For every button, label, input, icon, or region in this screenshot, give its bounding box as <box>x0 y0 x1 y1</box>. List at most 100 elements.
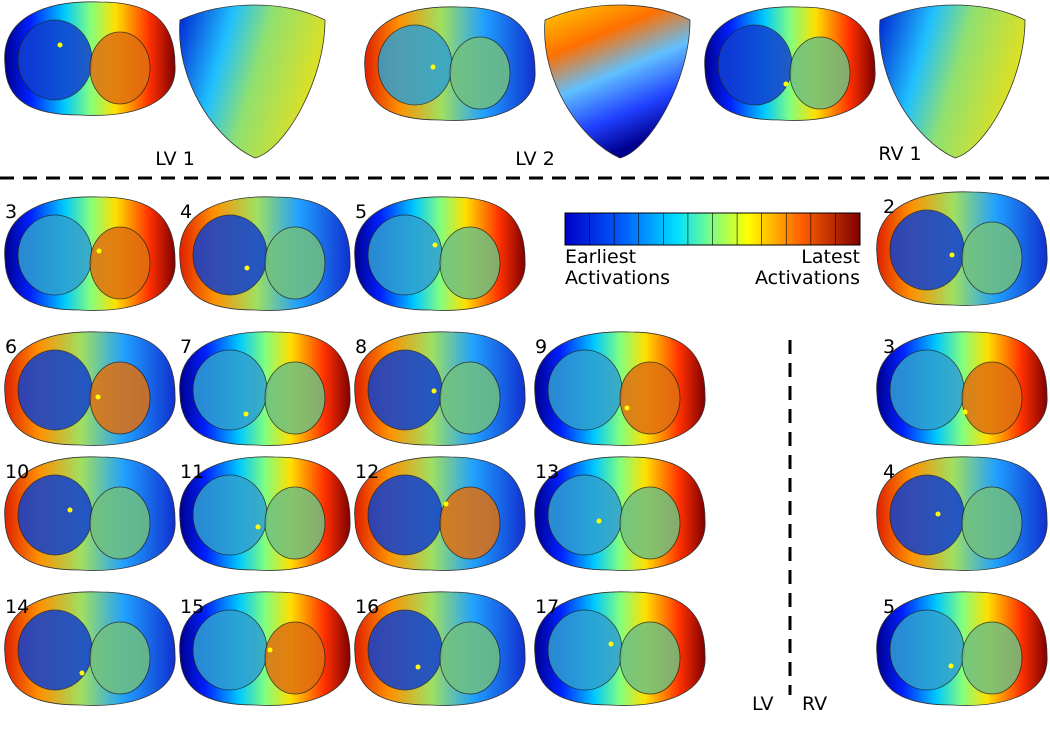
valve <box>17 609 93 691</box>
heart <box>876 191 1048 306</box>
valve <box>961 361 1023 435</box>
heart <box>534 331 706 446</box>
valve <box>439 621 501 695</box>
panel-number: 3 <box>883 336 895 358</box>
valve <box>264 226 326 300</box>
pacing-site <box>244 265 250 271</box>
panel-number: 8 <box>355 336 367 358</box>
heart <box>179 196 351 311</box>
heart <box>876 331 1048 446</box>
heart <box>354 456 526 571</box>
valve <box>89 486 151 560</box>
valve <box>89 31 151 105</box>
colorbar-label: Latest <box>801 246 860 268</box>
heart <box>534 456 706 571</box>
valve <box>367 214 443 296</box>
panel-number: 17 <box>535 596 559 618</box>
valve <box>439 361 501 435</box>
heart <box>4 196 176 311</box>
valve <box>789 36 851 110</box>
panel-number: 4 <box>883 461 895 483</box>
valve <box>377 24 453 106</box>
pacing-site <box>96 248 102 254</box>
valve <box>89 361 151 435</box>
pacing-site <box>948 663 954 669</box>
pacing-site <box>255 524 261 530</box>
heart-side-view <box>179 4 326 159</box>
heart <box>4 456 176 571</box>
valve <box>439 226 501 300</box>
valve <box>547 349 623 431</box>
pacing-site <box>443 501 449 507</box>
valve <box>367 609 443 691</box>
panel-number: 6 <box>5 336 17 358</box>
heart <box>364 6 536 121</box>
valve <box>264 621 326 695</box>
heart <box>534 591 706 706</box>
valve <box>619 361 681 435</box>
valve <box>89 226 151 300</box>
pacing-site <box>596 518 602 524</box>
panel-label: LV 2 <box>515 148 555 170</box>
divider-label: LV <box>752 693 774 715</box>
colorbar-label: Activations <box>755 267 860 289</box>
panel-number: 16 <box>355 596 379 618</box>
pacing-site <box>415 664 421 670</box>
heart-side-view <box>879 4 1026 159</box>
panel-number: 7 <box>180 336 192 358</box>
panel-number: 12 <box>355 461 379 483</box>
pacing-site <box>79 670 85 676</box>
panel-number: 5 <box>355 201 367 223</box>
heart <box>4 591 176 706</box>
valve <box>961 621 1023 695</box>
valve <box>619 486 681 560</box>
pacing-site <box>431 388 437 394</box>
panel-number: 4 <box>180 201 192 223</box>
pacing-site <box>949 252 955 258</box>
colorbar-label: Earliest <box>565 246 636 268</box>
valve <box>192 474 268 556</box>
panel-number: 9 <box>535 336 547 358</box>
valve <box>449 36 511 110</box>
heart <box>704 6 876 121</box>
valve <box>961 486 1023 560</box>
panel-label: RV 1 <box>878 143 921 165</box>
heart <box>354 331 526 446</box>
pacing-site <box>430 64 436 70</box>
pacing-site <box>783 81 789 87</box>
pacing-site <box>67 507 73 513</box>
panel-number: 10 <box>5 461 29 483</box>
pacing-site <box>962 409 968 415</box>
panel-number: 11 <box>180 461 204 483</box>
valve <box>192 609 268 691</box>
valve <box>889 609 965 691</box>
heart <box>876 456 1048 571</box>
valve <box>367 474 443 556</box>
colorbar-ticks <box>589 213 836 245</box>
valve <box>889 209 965 291</box>
valve <box>619 621 681 695</box>
colorbar-label: Activations <box>565 267 670 289</box>
valve <box>17 349 93 431</box>
heart <box>179 591 351 706</box>
heart <box>876 591 1048 706</box>
heart-side-view <box>544 4 691 159</box>
valve <box>717 24 793 106</box>
heart <box>4 331 176 446</box>
valve <box>17 214 93 296</box>
valve <box>367 349 443 431</box>
panel-number: 2 <box>883 196 895 218</box>
pacing-site <box>267 647 273 653</box>
valve <box>192 214 268 296</box>
panel-number: 15 <box>180 596 204 618</box>
heart <box>354 196 526 311</box>
panel-number: 3 <box>5 201 17 223</box>
pacing-site <box>608 641 614 647</box>
panel-number: 14 <box>5 596 29 618</box>
valve <box>889 349 965 431</box>
valve <box>961 221 1023 295</box>
pacing-site <box>243 411 249 417</box>
valve <box>89 621 151 695</box>
pacing-site <box>624 405 630 411</box>
heart <box>179 331 351 446</box>
